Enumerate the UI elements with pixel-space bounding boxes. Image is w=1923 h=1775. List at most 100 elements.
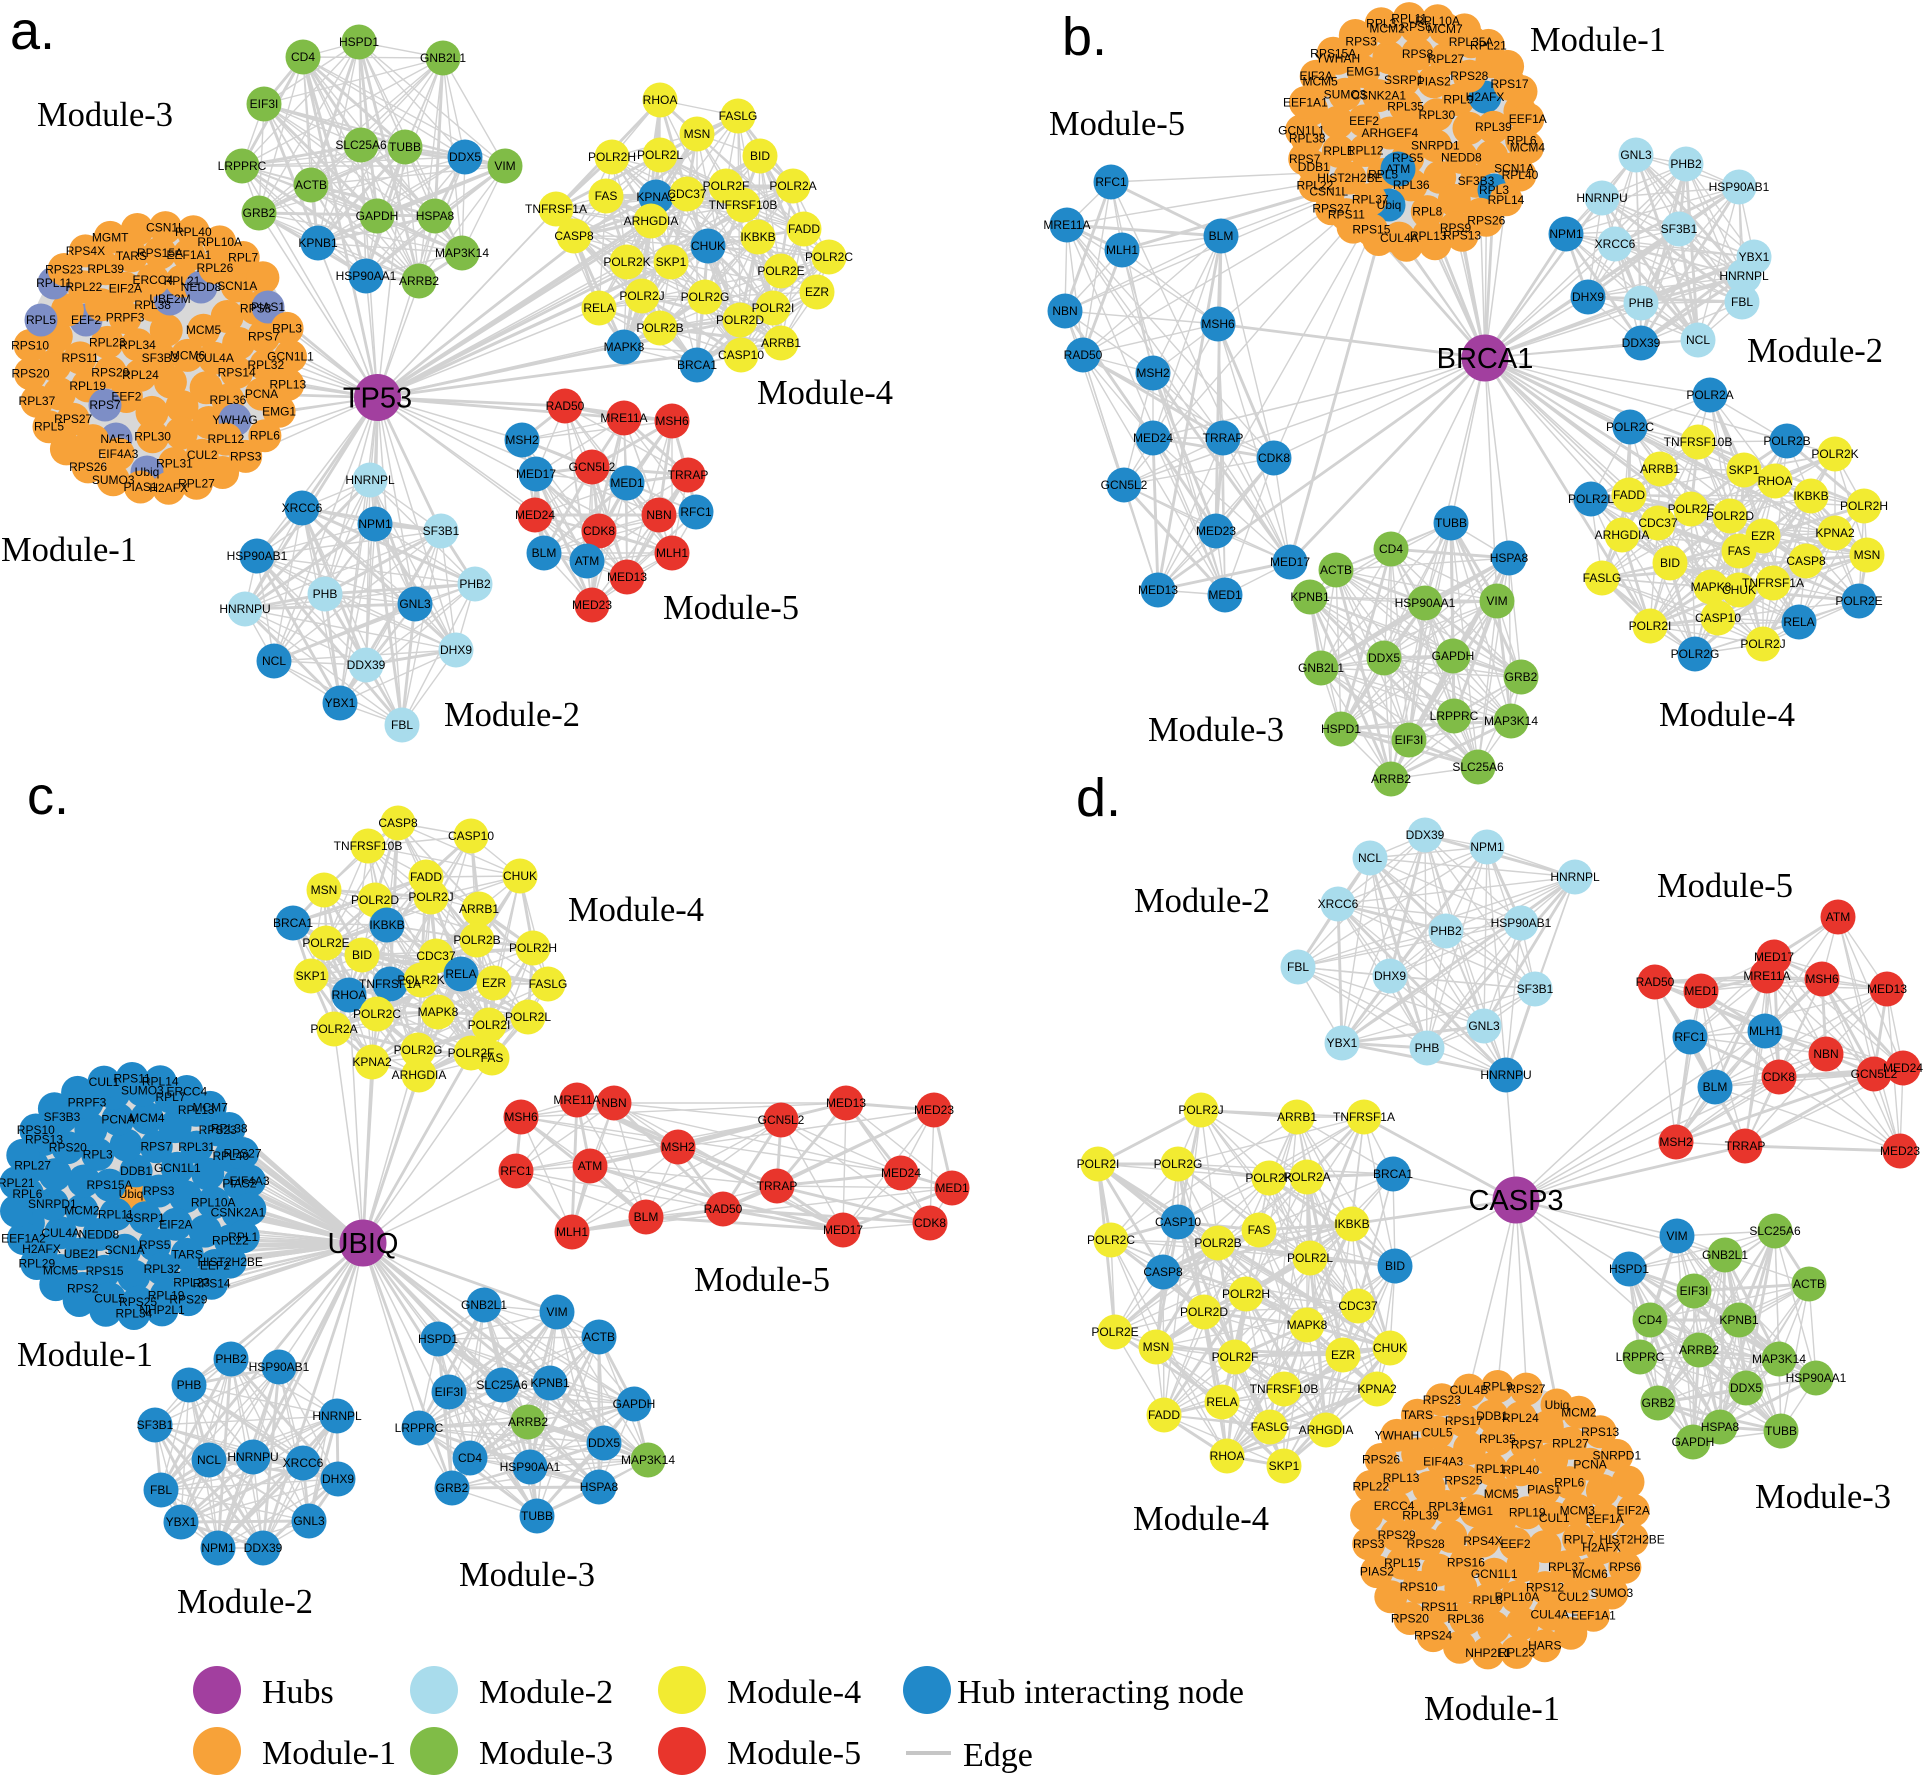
svg-text:FBL: FBL — [150, 1483, 172, 1497]
svg-text:GAPDH: GAPDH — [356, 209, 399, 223]
svg-text:MLH1: MLH1 — [656, 546, 688, 560]
svg-text:HIST2H2BE: HIST2H2BE — [1599, 1532, 1664, 1546]
svg-text:POLR2F: POLR2F — [448, 1046, 495, 1060]
svg-text:RPS11: RPS11 — [1328, 208, 1365, 222]
svg-text:RPS10: RPS10 — [1400, 1580, 1438, 1594]
svg-text:RPL11: RPL11 — [36, 276, 72, 290]
svg-text:RPL15: RPL15 — [1384, 1556, 1421, 1570]
svg-text:EZR: EZR — [482, 976, 506, 990]
svg-text:POLR2J: POLR2J — [1178, 1103, 1223, 1117]
svg-text:MSH2: MSH2 — [505, 433, 539, 447]
svg-text:TRRAP: TRRAP — [757, 1179, 798, 1193]
svg-text:Ubiq: Ubiq — [1377, 198, 1402, 212]
svg-text:CDK8: CDK8 — [583, 524, 615, 538]
svg-text:ACTB: ACTB — [1320, 563, 1352, 577]
svg-text:ARHGEF4: ARHGEF4 — [1361, 126, 1418, 140]
svg-text:POLR2H: POLR2H — [1840, 499, 1888, 513]
svg-text:RPS27: RPS27 — [223, 1147, 261, 1161]
svg-text:FADD: FADD — [1148, 1408, 1180, 1422]
svg-text:TUBB: TUBB — [521, 1509, 553, 1523]
svg-text:NPM1: NPM1 — [1470, 840, 1504, 854]
svg-text:RPS25: RPS25 — [1444, 1474, 1482, 1488]
svg-text:RPL19: RPL19 — [1509, 1506, 1546, 1520]
svg-text:TNFRSF1A: TNFRSF1A — [525, 202, 587, 216]
svg-text:Module-5: Module-5 — [694, 1261, 830, 1299]
svg-text:EIF2A: EIF2A — [1300, 69, 1333, 83]
svg-text:NBN: NBN — [601, 1096, 626, 1110]
svg-text:TNFRSF10B: TNFRSF10B — [334, 839, 403, 853]
svg-text:CSNK2A1: CSNK2A1 — [211, 1206, 266, 1220]
svg-text:BLM: BLM — [1703, 1080, 1728, 1094]
svg-text:RPL37: RPL37 — [19, 394, 56, 408]
svg-text:CDK8: CDK8 — [914, 1216, 946, 1230]
svg-text:MED24: MED24 — [1133, 431, 1173, 445]
svg-text:PRPF3: PRPF3 — [68, 1096, 107, 1110]
svg-text:PHB2: PHB2 — [215, 1352, 247, 1366]
svg-text:POLR2J: POLR2J — [408, 890, 453, 904]
svg-text:CDK8: CDK8 — [1258, 451, 1290, 465]
svg-text:ARRB1: ARRB1 — [459, 902, 499, 916]
svg-text:SCN1A: SCN1A — [217, 279, 257, 293]
svg-text:KPNB1: KPNB1 — [1719, 1313, 1759, 1327]
svg-text:RPS13: RPS13 — [1443, 228, 1481, 242]
svg-text:ARHGDIA: ARHGDIA — [1299, 1423, 1354, 1437]
svg-text:RPL3: RPL3 — [272, 321, 302, 335]
svg-text:POLR2D: POLR2D — [1180, 1305, 1228, 1319]
svg-text:VIM: VIM — [546, 1305, 567, 1319]
svg-text:NCL: NCL — [262, 654, 286, 668]
svg-text:PHB2: PHB2 — [1670, 157, 1702, 171]
svg-text:RPS7: RPS7 — [1289, 152, 1321, 166]
svg-text:ARHGDIA: ARHGDIA — [1595, 528, 1650, 542]
svg-text:Module-5: Module-5 — [727, 1735, 861, 1772]
svg-text:POLR2E: POLR2E — [1091, 1325, 1138, 1339]
svg-text:SNRPD1: SNRPD1 — [1411, 139, 1460, 153]
svg-text:SF3B1: SF3B1 — [1517, 982, 1554, 996]
svg-text:EEF2: EEF2 — [1500, 1537, 1530, 1551]
svg-text:RPL32: RPL32 — [144, 1262, 181, 1276]
svg-text:RPS27: RPS27 — [1312, 202, 1350, 216]
svg-text:SF3B3: SF3B3 — [44, 1110, 81, 1124]
svg-text:RPL35: RPL35 — [1387, 100, 1424, 114]
svg-text:POLR2F: POLR2F — [703, 179, 750, 193]
svg-text:RPL27: RPL27 — [178, 476, 215, 490]
svg-text:Module-2: Module-2 — [479, 1674, 613, 1711]
svg-text:RPL36: RPL36 — [1447, 1612, 1484, 1626]
svg-text:CHUK: CHUK — [503, 869, 537, 883]
svg-text:MSH2: MSH2 — [1136, 366, 1170, 380]
svg-text:Module-4: Module-4 — [1133, 1500, 1269, 1538]
svg-text:POLR2J: POLR2J — [619, 289, 664, 303]
svg-text:RAD50: RAD50 — [1636, 975, 1675, 989]
svg-text:RPS29: RPS29 — [1378, 1528, 1416, 1542]
svg-text:POLR2D: POLR2D — [716, 313, 764, 327]
svg-text:RPL10A: RPL10A — [197, 235, 242, 249]
svg-text:HARS: HARS — [1528, 1639, 1561, 1653]
svg-text:RPL35A: RPL35A — [1449, 35, 1494, 49]
svg-text:SUMO3: SUMO3 — [121, 1083, 164, 1097]
svg-text:RPS9: RPS9 — [1440, 221, 1472, 235]
svg-text:ERCC4: ERCC4 — [166, 1085, 207, 1099]
svg-text:RPL1: RPL1 — [1323, 144, 1353, 158]
svg-text:POLR2F: POLR2F — [1668, 502, 1715, 516]
svg-text:KPNA2: KPNA2 — [636, 190, 676, 204]
svg-text:RPS10: RPS10 — [11, 339, 49, 353]
svg-text:FADD: FADD — [788, 222, 820, 236]
svg-text:MRE11A: MRE11A — [1743, 969, 1790, 983]
svg-text:MCM3: MCM3 — [1560, 1503, 1596, 1517]
svg-text:POLR2L: POLR2L — [1568, 492, 1614, 506]
svg-text:MSN: MSN — [684, 127, 711, 141]
svg-text:SLC25A6: SLC25A6 — [1749, 1224, 1801, 1238]
svg-text:RPS24: RPS24 — [1414, 1629, 1452, 1643]
svg-text:EEF2: EEF2 — [71, 313, 101, 327]
svg-text:POLR2B: POLR2B — [1194, 1236, 1241, 1250]
svg-text:MED24: MED24 — [881, 1166, 921, 1180]
svg-text:YWHAH: YWHAH — [1315, 51, 1360, 65]
svg-text:MAPK8: MAPK8 — [1287, 1318, 1328, 1332]
svg-text:DDX5: DDX5 — [588, 1436, 620, 1450]
svg-text:RPL39: RPL39 — [1402, 1508, 1439, 1522]
svg-text:RPL10A: RPL10A — [1415, 14, 1460, 28]
svg-text:CUL4A: CUL4A — [1530, 1607, 1569, 1621]
svg-text:GRB2: GRB2 — [243, 206, 276, 220]
svg-text:EIF2A: EIF2A — [109, 281, 142, 295]
svg-text:ARHGDIA: ARHGDIA — [392, 1068, 447, 1082]
svg-text:RPL27: RPL27 — [14, 1159, 51, 1173]
